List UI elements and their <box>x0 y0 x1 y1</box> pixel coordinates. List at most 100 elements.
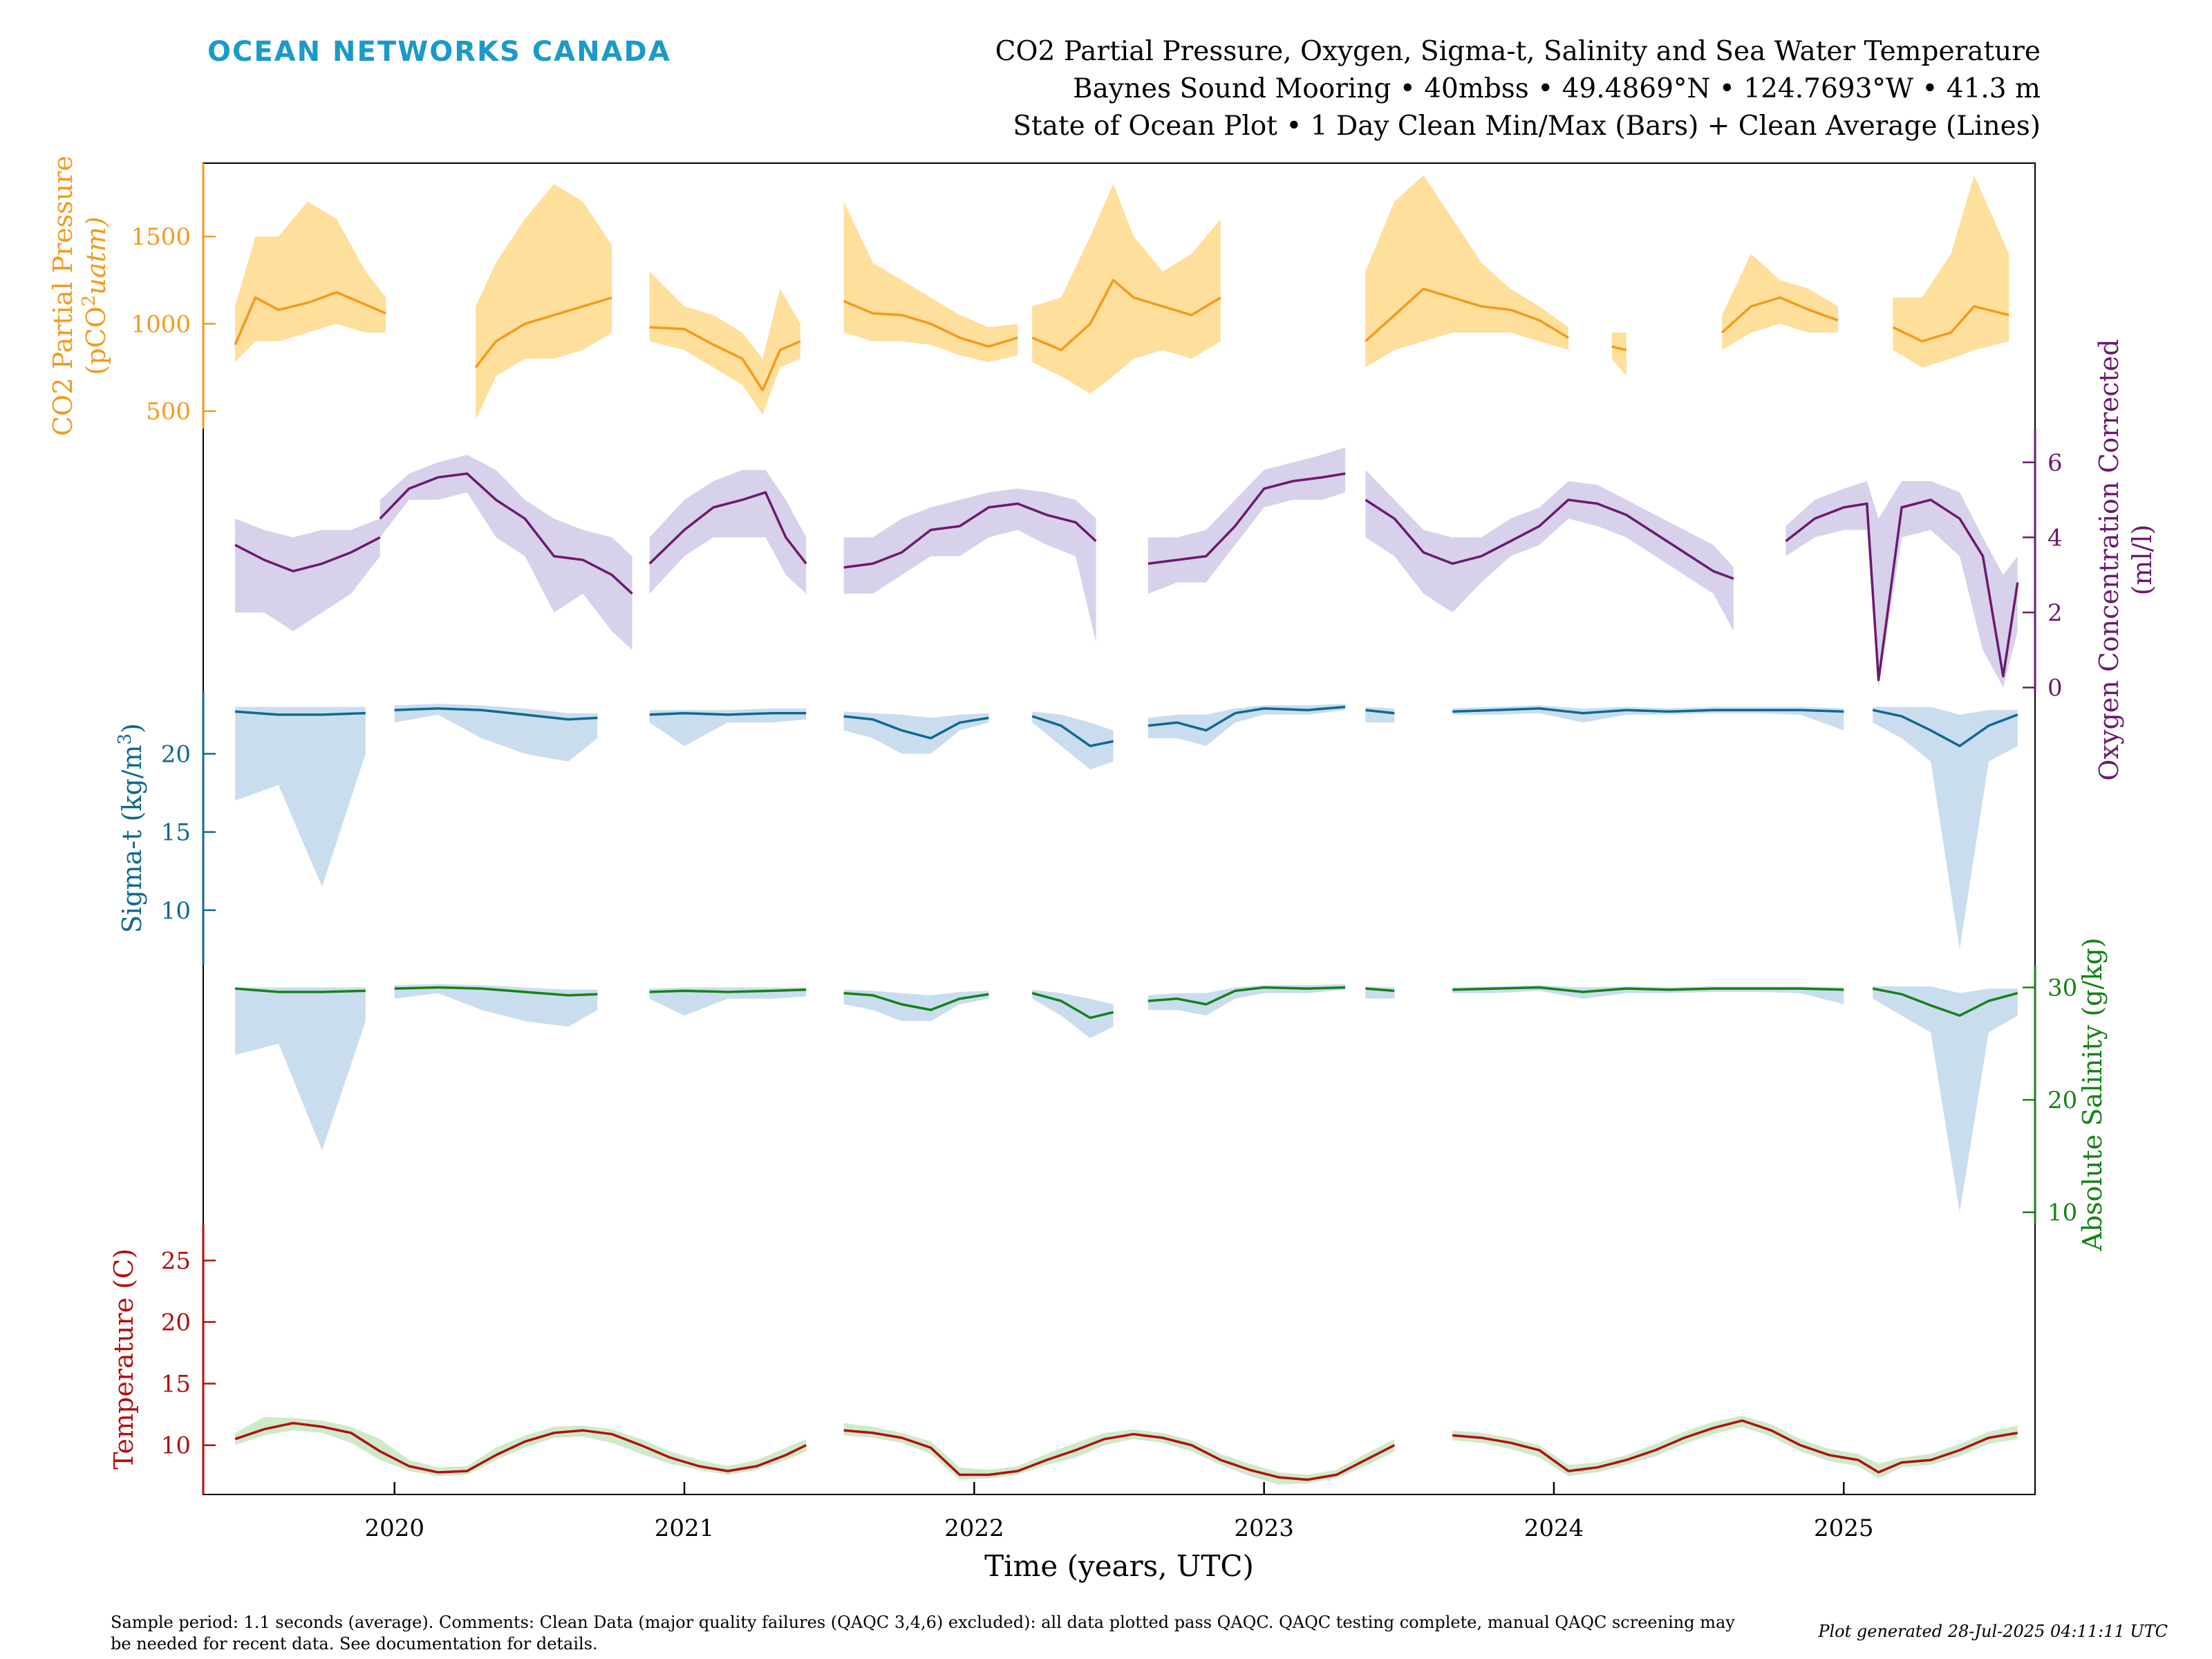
panel-sigma: 10 15 20 Sigma-t (kg/m3) <box>115 691 2018 965</box>
sigma-minmax-band-0 <box>235 706 366 887</box>
x-tick-label: 2024 <box>1524 1515 1584 1542</box>
oxygen-y-tick-label: 4 <box>2047 524 2063 552</box>
oxygen-minmax-band-1 <box>379 455 632 650</box>
sigma-axis-title: Sigma-t (kg/m3) <box>115 723 147 933</box>
temperature-y-tick-label: 10 <box>161 1432 191 1460</box>
temperature-y-tick-label: 15 <box>161 1371 191 1398</box>
temperature-minmax-band-2 <box>1452 1416 2018 1479</box>
x-tick-label: 2022 <box>944 1515 1004 1542</box>
oxygen-minmax-band-6 <box>1785 481 2018 688</box>
salinity-minmax-band-5 <box>1147 984 1346 1016</box>
x-axis-title: Time (years, UTC) <box>984 1549 1254 1583</box>
co2-average-line-3 <box>843 299 1018 348</box>
co2-axis-unit: (pCO2uatm) <box>79 216 111 375</box>
oxygen-average-line-2 <box>648 491 807 565</box>
temperature-average-line-2 <box>1452 1419 2018 1474</box>
sigma-average-line-6 <box>1365 709 1395 715</box>
salinity-minmax-band-2 <box>649 987 807 1016</box>
co2-minmax-band-5 <box>1365 175 1568 368</box>
oxygen-minmax-band-5 <box>1365 469 1734 632</box>
co2-average-line-5 <box>1365 288 1569 342</box>
sigma-average-line-5 <box>1147 705 1346 732</box>
panel-oxygen: 0 2 4 6 Oxygen Concentration Corrected (ml/l) <box>234 339 2157 781</box>
oxygen-average-line-4 <box>1147 472 1346 565</box>
co2-y-tick-label: 1500 <box>131 223 191 251</box>
footer-comments: Sample period: 1.1 seconds (average). Co… <box>111 1613 1735 1653</box>
co2-y-tick-label: 500 <box>146 398 191 426</box>
sigma-average-line-8 <box>1872 709 2018 747</box>
temperature-minmax-band-0 <box>235 1416 807 1477</box>
sigma-average-line-3 <box>843 715 989 740</box>
salinity-average-line-0 <box>234 987 366 993</box>
sigma-minmax-band-8 <box>1873 706 2018 950</box>
temperature-axis-title: Temperature (C) <box>109 1248 139 1470</box>
ocean-networks-canada-logo: OCEAN NETWORKS CANADA <box>207 36 671 68</box>
sigma-average-line-1 <box>394 707 598 721</box>
salinity-average-line-8 <box>1872 987 2018 1017</box>
oxygen-axis-unit: (ml/l) <box>2127 525 2157 596</box>
x-tick-label: 2023 <box>1234 1515 1294 1542</box>
co2-minmax-band-1 <box>476 184 612 420</box>
oxygen-y-tick-label: 2 <box>2047 599 2063 627</box>
salinity-minmax-band-4 <box>1032 989 1114 1038</box>
sigma-average-line-4 <box>1031 715 1114 747</box>
salinity-average-line-2 <box>649 988 807 993</box>
temperature-average-line-1 <box>843 1429 1396 1481</box>
oxygen-y-tick-label: 6 <box>2047 449 2063 477</box>
co2-average-line-6 <box>1611 345 1627 352</box>
sigma-minmax-band-6 <box>1365 706 1395 723</box>
sigma-y-tick-label: 15 <box>161 819 191 847</box>
temperature-y-tick-label: 20 <box>161 1309 191 1337</box>
salinity-average-line-4 <box>1031 992 1114 1020</box>
co2-y-tick-label: 1000 <box>131 310 191 338</box>
sigma-y-tick-label: 10 <box>161 897 191 925</box>
salinity-axis-title: Absolute Salinity (g/kg) <box>2077 937 2108 1251</box>
oxygen-average-line-1 <box>379 472 633 595</box>
temperature-minmax-band-1 <box>843 1423 1395 1485</box>
co2-minmax-band-0 <box>235 201 386 362</box>
oxygen-y-tick-label: 0 <box>2047 675 2063 702</box>
sigma-minmax-band-7 <box>1452 705 1844 731</box>
oxygen-minmax-band-3 <box>843 488 1096 643</box>
oxygen-average-line-6 <box>1785 498 2019 682</box>
sigma-minmax-band-4 <box>1032 711 1114 770</box>
co2-average-line-4 <box>1031 279 1221 352</box>
oxygen-minmax-band-4 <box>1147 447 1346 594</box>
co2-average-line-1 <box>474 296 612 368</box>
co2-minmax-band-2 <box>649 271 800 415</box>
salinity-y-tick-label: 10 <box>2047 1199 2077 1227</box>
plot-subtitle-description: State of Ocean Plot • 1 Day Clean Min/Ma… <box>1013 111 2041 142</box>
salinity-average-line-3 <box>843 991 989 1011</box>
temperature-average-line-0 <box>234 1421 807 1474</box>
oxygen-average-line-5 <box>1365 498 1734 580</box>
temperature-y-tick-label: 25 <box>161 1247 191 1275</box>
sigma-average-line-0 <box>234 710 366 716</box>
salinity-minmax-band-0 <box>235 987 366 1151</box>
co2-average-line-8 <box>1892 305 2009 343</box>
co2-minmax-band-3 <box>843 201 1018 362</box>
salinity-average-line-7 <box>1452 986 1844 993</box>
panel-co2: 500 1000 1500 CO2 Partial Pressure (pCO2uatm… <box>48 156 2009 436</box>
co2-minmax-band-8 <box>1893 175 2009 368</box>
oxygen-average-line-0 <box>234 536 381 573</box>
sigma-average-line-2 <box>649 711 807 716</box>
sigma-average-line-7 <box>1452 707 1844 715</box>
oxygen-minmax-band-2 <box>649 469 807 594</box>
plot-generated-timestamp: Plot generated 28-Jul-2025 04:11:11 UTC <box>1818 1622 2168 1641</box>
co2-average-line-7 <box>1721 296 1839 334</box>
co2-minmax-band-6 <box>1611 332 1627 377</box>
sigma-minmax-band-5 <box>1147 704 1346 747</box>
co2-average-line-0 <box>234 291 386 346</box>
salinity-minmax-band-8 <box>1873 986 2018 1212</box>
sigma-y-tick-label: 20 <box>161 741 191 769</box>
co2-axis-title: CO2 Partial Pressure <box>48 156 78 436</box>
plot-subtitle-location: Baynes Sound Mooring • 40mbss • 49.4869°… <box>1072 73 2041 104</box>
co2-average-line-2 <box>649 326 801 392</box>
x-tick-label: 2025 <box>1814 1515 1874 1542</box>
salinity-y-tick-label: 20 <box>2047 1087 2077 1114</box>
salinity-average-line-6 <box>1365 987 1395 993</box>
salinity-y-tick-label: 30 <box>2047 975 2077 1002</box>
panel-temperature: 10 15 20 25 Temperature (C) <box>109 1224 2018 1494</box>
